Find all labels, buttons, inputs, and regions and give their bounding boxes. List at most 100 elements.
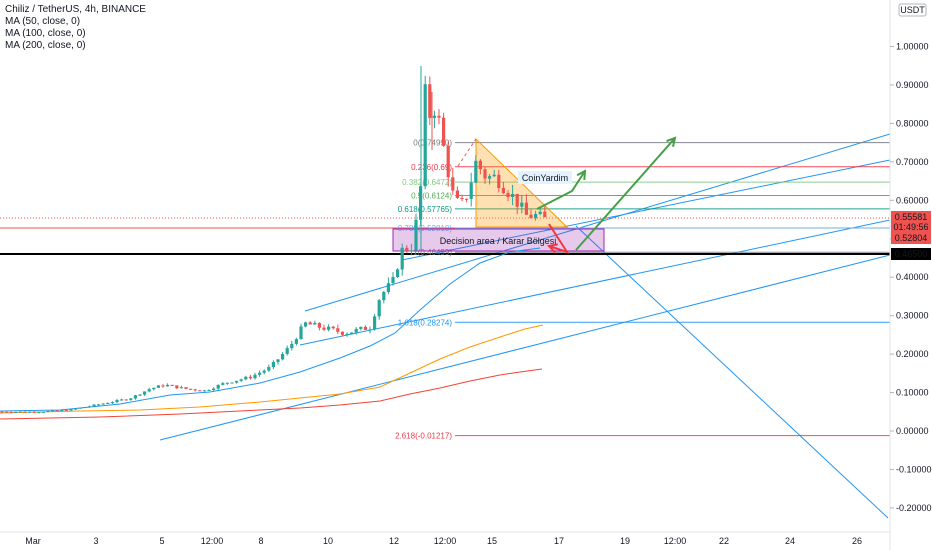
candle-body xyxy=(129,398,133,400)
candle-body xyxy=(524,202,528,215)
candle-body xyxy=(405,247,409,251)
green-arrow-long-head xyxy=(666,136,677,147)
fib-level-label: 1(0.46499) xyxy=(413,248,452,257)
candle-body xyxy=(285,348,289,354)
candle-body xyxy=(506,193,510,197)
candle-body xyxy=(340,331,344,335)
candle-body xyxy=(74,408,78,410)
coinyardim-label: CoinYardim xyxy=(522,173,568,183)
currency-button[interactable] xyxy=(898,3,927,17)
time-tick-label: 10 xyxy=(323,536,333,546)
candle-body xyxy=(290,343,294,349)
time-tick-label: 24 xyxy=(785,536,795,546)
candle-body xyxy=(87,406,91,408)
candle-body xyxy=(460,198,464,200)
price-tag-label: 01:49:56 xyxy=(893,222,928,232)
candle-body xyxy=(474,160,478,183)
candle-body xyxy=(276,359,280,362)
candle-body xyxy=(244,376,248,380)
candle-body xyxy=(253,374,257,379)
trend-line xyxy=(299,219,891,346)
candle-body xyxy=(120,399,124,401)
candle-body xyxy=(101,403,105,405)
candle-body xyxy=(51,410,55,412)
candle-body xyxy=(414,219,418,251)
candle-body xyxy=(221,383,225,385)
price-tag-label: 0.46500 xyxy=(895,249,928,259)
price-tag-bg xyxy=(891,211,931,223)
candle-body xyxy=(322,327,326,330)
candle-body xyxy=(46,411,50,413)
ma50-line xyxy=(0,247,541,412)
ma50-legend[interactable]: MA (50, close, 0) xyxy=(5,16,81,27)
candle-body xyxy=(193,389,197,391)
candle-body xyxy=(538,211,542,214)
chart-legend: Chiliz / TetherUS, 4h, BINANCE MA (50, c… xyxy=(5,4,146,52)
time-tick-label: 12 xyxy=(389,536,399,546)
candle-body xyxy=(179,387,183,389)
candle-body xyxy=(317,322,321,328)
time-tick-label: 5 xyxy=(159,536,164,546)
candlestick-series xyxy=(0,66,547,414)
candle-body xyxy=(258,372,262,375)
candle-body xyxy=(409,250,413,252)
candle-body xyxy=(78,407,82,409)
candle-body xyxy=(152,387,156,390)
time-tick-label: 12:00 xyxy=(201,536,224,546)
symbol-title[interactable]: Chiliz / TetherUS, 4h, BINANCE xyxy=(5,4,146,15)
candle-body xyxy=(161,385,165,387)
fib-level-label: 0.786(0.52810) xyxy=(398,224,453,233)
green-arrow-long xyxy=(575,137,676,251)
annotations-layer: CoinYardim Decision area / Karar Bölgesi xyxy=(440,136,677,254)
price-tag-label: 0.52804 xyxy=(895,233,928,243)
price-tick-label: 0.00000 xyxy=(896,426,929,436)
fib-level-label: 2.618(-0.01217) xyxy=(395,432,452,441)
candle-body xyxy=(60,410,64,412)
candle-body xyxy=(377,300,381,317)
candle-body xyxy=(432,115,436,118)
price-tag-label: 0.55581 xyxy=(895,212,928,222)
candle-body xyxy=(497,174,501,188)
candle-body xyxy=(55,410,59,412)
decision-area-label[interactable]: Decision area / Karar Bölgesi xyxy=(440,236,557,246)
time-tick-label: Mar xyxy=(25,536,41,546)
candle-body xyxy=(469,182,473,199)
candle-body xyxy=(207,390,211,392)
green-arrow-short xyxy=(536,170,586,210)
candle-body xyxy=(184,387,188,389)
candle-body xyxy=(391,277,395,284)
candle-body xyxy=(147,389,151,392)
price-tick-label: 0.60000 xyxy=(896,195,929,205)
candle-body xyxy=(5,411,9,413)
candle-body xyxy=(492,174,496,177)
candle-body xyxy=(64,410,68,412)
candle-body xyxy=(248,376,252,379)
ma200-line xyxy=(0,368,543,420)
candle-body xyxy=(331,326,335,329)
candle-body xyxy=(336,328,340,332)
candle-body xyxy=(115,399,119,403)
candle-body xyxy=(534,213,538,219)
moving-averages xyxy=(0,247,544,420)
candle-body xyxy=(515,193,519,207)
green-arrow-short-head xyxy=(576,169,587,181)
candle-body xyxy=(156,385,160,388)
candle-body xyxy=(267,367,271,371)
candle-body xyxy=(465,198,469,200)
time-tick-label: 15 xyxy=(487,536,497,546)
ma100-legend[interactable]: MA (100, close, 0) xyxy=(5,28,86,39)
candle-body xyxy=(350,332,354,334)
price-tag-bg xyxy=(891,248,931,260)
candle-body xyxy=(488,176,492,179)
candle-body xyxy=(446,145,450,178)
fib-level-label: 0.236(0.69) xyxy=(411,163,452,172)
fibonacci-retracement: 0(0.74990) 0.236(0.69) 0.382(0.6472) 0.5(0.… xyxy=(395,139,890,441)
time-tick-label: 19 xyxy=(620,536,630,546)
trend-line xyxy=(304,133,891,312)
ma200-legend[interactable]: MA (200, close, 0) xyxy=(5,40,86,51)
candle-body xyxy=(18,411,22,413)
candle-body xyxy=(327,326,331,330)
price-tick-label: 0.90000 xyxy=(896,80,929,90)
